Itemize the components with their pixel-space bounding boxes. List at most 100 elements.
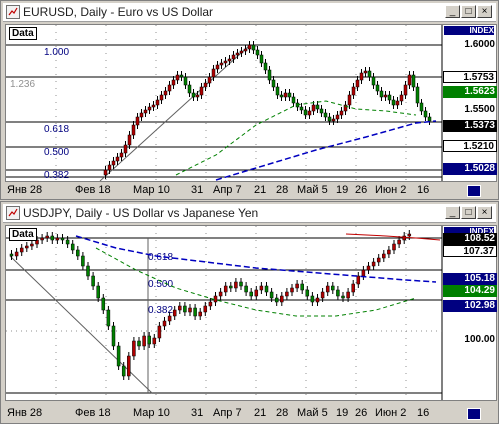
price-candle (142, 335, 146, 347)
price-candle (397, 239, 401, 245)
time-label: 19 (336, 184, 349, 196)
price-candle (167, 315, 172, 322)
close-button[interactable]: × (477, 206, 492, 219)
price-candle (183, 305, 187, 313)
price-candle (131, 124, 136, 136)
price-candle (283, 92, 288, 98)
time-label: 16 (417, 184, 430, 196)
price-candle (103, 169, 108, 176)
fib-trend-line (9, 255, 153, 394)
fib-level-label: 1.236 (10, 79, 35, 90)
price-candle (96, 285, 100, 299)
time-label: Май 5 (297, 184, 328, 196)
price-candle (115, 156, 120, 162)
maximize-button[interactable]: □ (461, 5, 476, 18)
price-candle (199, 86, 204, 96)
scroll-corner-button[interactable] (467, 408, 481, 420)
price-candle (171, 79, 176, 86)
price-candle (213, 295, 218, 303)
eurusd-chart-area[interactable]: 1.000 1.236 0.618 0.500 0.382 Data INDEX 1.6… (5, 24, 497, 182)
time-label: Янв 28 (7, 407, 43, 419)
fib-level-label: 1.000 (44, 47, 69, 58)
price-candle (382, 253, 386, 259)
time-label: Апр 7 (213, 184, 242, 196)
price-candle (290, 287, 294, 293)
index-label: INDEX (444, 227, 494, 236)
price-candle (178, 305, 182, 311)
moving-average-blue (215, 120, 437, 181)
price-candle (35, 239, 39, 245)
usdjpy-price-chart: 0.618 0.500 0.382 (6, 226, 443, 400)
minimize-button[interactable]: _ (445, 5, 460, 18)
price-candle (267, 69, 272, 81)
time-label: 31 (191, 184, 204, 196)
price-level-box: 105.18 (443, 273, 497, 285)
price-level-box: 102.98 (443, 300, 497, 312)
price-candle (419, 102, 424, 112)
price-candle (183, 76, 188, 86)
price-candle (157, 325, 162, 339)
time-label: Фев 18 (75, 407, 111, 419)
price-candle (399, 94, 404, 102)
price-candle (351, 86, 356, 96)
price-candle (371, 261, 376, 267)
price-axis-label: 1.5500 (464, 104, 495, 115)
price-candle (191, 92, 196, 98)
price-candle (155, 99, 160, 106)
price-level-box: 1.5753 (443, 71, 497, 83)
price-level-box: 1.5623 (443, 86, 497, 98)
price-candle (179, 74, 184, 78)
eurusd-chart-window: EURUSD, Daily - Euro vs US Dollar _ □ × … (0, 0, 499, 200)
price-level-box: 1.5028 (443, 163, 497, 175)
price-candle (351, 283, 355, 293)
price-candle (139, 112, 144, 118)
price-candle (60, 237, 65, 241)
time-label: Мар 10 (133, 184, 170, 196)
fib-level-label: 0.500 (44, 147, 69, 158)
price-candle (239, 281, 243, 287)
index-label: INDEX (444, 26, 494, 35)
price-candle (127, 355, 131, 377)
data-window-label: Data (9, 27, 37, 40)
price-candle (323, 112, 328, 118)
price-candle (14, 251, 19, 257)
eurusd-title-bar[interactable]: EURUSD, Daily - Euro vs US Dollar _ □ × (3, 3, 496, 22)
price-candle (127, 134, 132, 146)
price-candle (9, 253, 14, 257)
price-candle (347, 94, 352, 106)
price-candle (280, 295, 284, 303)
price-candle (371, 76, 376, 86)
scroll-corner-button[interactable] (467, 185, 481, 197)
price-candle (315, 297, 320, 303)
usdjpy-chart-area[interactable]: 0.618 0.500 0.382 Data INDEX 108.52 107.37… (5, 225, 497, 401)
close-button[interactable]: × (477, 5, 492, 18)
maximize-button[interactable]: □ (461, 206, 476, 219)
price-candle (392, 243, 396, 251)
time-label: Апр 7 (213, 407, 242, 419)
price-candle (231, 54, 236, 60)
price-candle (346, 291, 350, 299)
price-candle (50, 235, 55, 241)
price-candle (227, 58, 232, 62)
price-candle (387, 94, 392, 101)
fib-level-label: 0.382 (148, 305, 173, 316)
price-candle (167, 84, 172, 92)
price-candle (359, 72, 364, 81)
minimize-button[interactable]: _ (445, 206, 460, 219)
price-candle (407, 74, 412, 86)
moving-average-green (175, 100, 417, 176)
price-candle (163, 90, 168, 96)
chart-window-icon (6, 206, 20, 220)
price-candle (207, 76, 212, 84)
price-candle (195, 94, 200, 98)
price-candle (187, 84, 192, 94)
usdjpy-title-bar[interactable]: USDJPY, Daily - US Dollar vs Japanese Ye… (3, 204, 496, 223)
price-candle (223, 60, 228, 64)
price-candle (40, 237, 44, 241)
price-candle (395, 100, 400, 106)
price-candle (361, 269, 366, 277)
price-candle (25, 245, 29, 249)
price-candle (403, 84, 408, 96)
price-candle (235, 52, 240, 56)
price-candle (159, 94, 164, 101)
